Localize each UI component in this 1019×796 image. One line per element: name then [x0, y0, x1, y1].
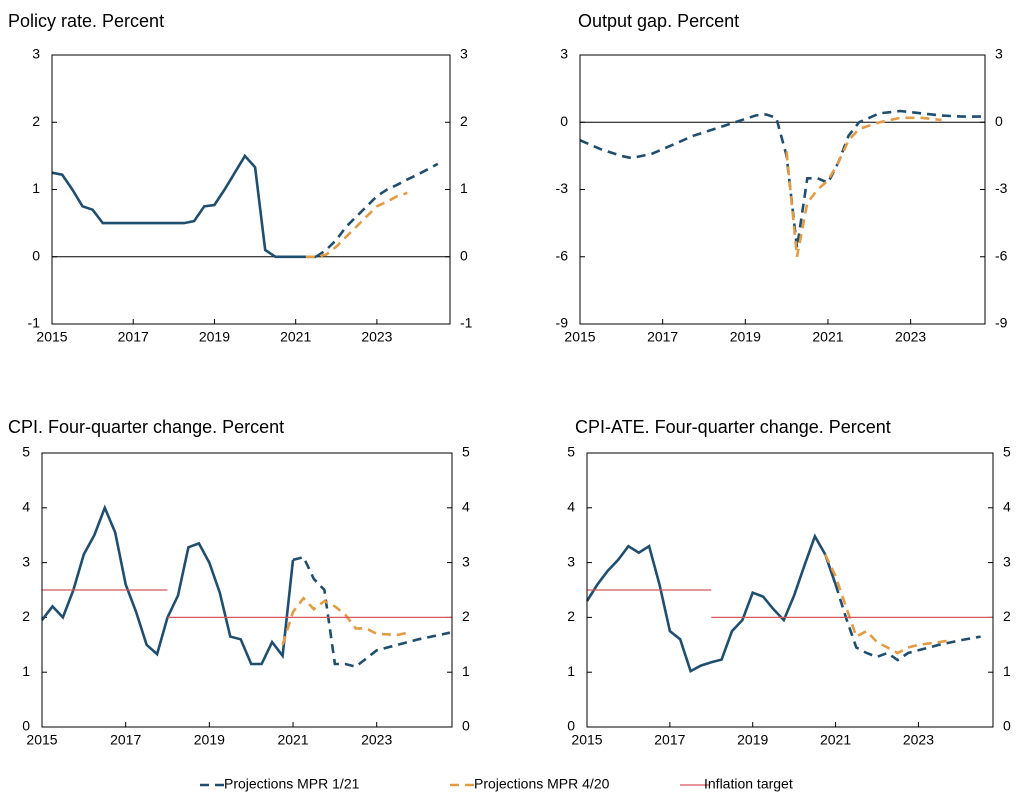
- y-tick-label: 0: [32, 247, 40, 263]
- y2-tick-label: 4: [462, 499, 470, 515]
- y2-tick-label: -9: [995, 315, 1008, 331]
- y2-tick-label: 3: [462, 553, 470, 569]
- x-tick-label: 2019: [199, 329, 230, 345]
- legend-label: Projections MPR 1/21: [224, 776, 360, 792]
- x-tick-label: 2017: [110, 732, 141, 748]
- x-tick-label: 2019: [194, 732, 225, 748]
- y2-tick-label: 0: [460, 247, 468, 263]
- x-tick-label: 2015: [26, 732, 57, 748]
- x-tick-label: 2023: [361, 732, 392, 748]
- x-tick-label: 2015: [571, 732, 602, 748]
- series-line: [281, 596, 409, 646]
- y-tick-label: 1: [32, 180, 40, 196]
- legend-label: Inflation target: [704, 776, 793, 792]
- y2-tick-label: 4: [1003, 499, 1011, 515]
- chart-title: Policy rate. Percent: [8, 11, 164, 31]
- y2-tick-label: -6: [995, 247, 1008, 263]
- y2-tick-label: -1: [460, 315, 473, 331]
- x-tick-label: 2017: [118, 329, 149, 345]
- plot-frame: [579, 54, 986, 325]
- x-tick-label: 2019: [730, 329, 761, 345]
- plot-frame: [41, 452, 453, 728]
- y-tick-label: -6: [556, 247, 569, 263]
- series-line: [292, 555, 451, 669]
- y-tick-label: 0: [560, 113, 568, 129]
- y2-tick-label: 0: [1003, 718, 1011, 734]
- series-line: [40, 504, 295, 666]
- y-tick-label: 2: [567, 608, 575, 624]
- x-tick-label: 2021: [812, 329, 843, 345]
- series-line: [785, 116, 942, 258]
- series-line: [579, 109, 983, 248]
- x-tick-label: 2023: [361, 329, 392, 345]
- x-tick-label: 2017: [654, 732, 685, 748]
- y-tick-label: 4: [22, 499, 30, 515]
- x-tick-label: 2021: [280, 329, 311, 345]
- y-tick-label: 3: [22, 553, 30, 569]
- y-tick-label: 0: [567, 718, 575, 734]
- series-line: [834, 584, 981, 662]
- y-tick-label: 5: [22, 444, 30, 460]
- y2-tick-label: 2: [460, 113, 468, 129]
- y2-tick-label: -3: [995, 180, 1008, 196]
- x-tick-label: 2019: [737, 732, 768, 748]
- y-tick-label: 0: [22, 718, 30, 734]
- series-line: [42, 589, 452, 619]
- x-tick-label: 2021: [820, 732, 851, 748]
- y2-tick-label: 0: [462, 718, 470, 734]
- y-tick-label: -1: [28, 315, 41, 331]
- y2-tick-label: 1: [460, 180, 468, 196]
- chart-title: CPI-ATE. Four-quarter change. Percent: [575, 417, 891, 437]
- y-tick-label: -3: [556, 180, 569, 196]
- y2-tick-label: 2: [462, 608, 470, 624]
- series-line: [585, 533, 837, 673]
- y-tick-label: 2: [22, 608, 30, 624]
- y-tick-label: 4: [567, 499, 575, 515]
- chart-title: CPI. Four-quarter change. Percent: [8, 417, 284, 437]
- plot-frame: [586, 452, 994, 728]
- y2-tick-label: 3: [995, 46, 1003, 62]
- x-tick-label: 2023: [903, 732, 934, 748]
- y2-tick-label: 2: [1003, 608, 1011, 624]
- legend-label: Projections MPR 4/20: [474, 776, 610, 792]
- y-tick-label: 2: [32, 113, 40, 129]
- x-tick-label: 2017: [647, 329, 678, 345]
- x-tick-label: 2021: [277, 732, 308, 748]
- chart-title: Output gap. Percent: [578, 11, 739, 31]
- x-tick-label: 2023: [895, 329, 926, 345]
- series-line: [587, 589, 993, 619]
- plot-frame: [51, 54, 451, 325]
- y-tick-label: 3: [32, 46, 40, 62]
- series-line: [824, 553, 950, 655]
- y2-tick-label: 3: [460, 46, 468, 62]
- y2-tick-label: 1: [462, 663, 470, 679]
- series-line: [315, 162, 439, 258]
- y2-tick-label: 3: [1003, 553, 1011, 569]
- y-tick-label: 5: [567, 444, 575, 460]
- y-tick-label: 3: [567, 553, 575, 569]
- y2-tick-label: 5: [462, 444, 470, 460]
- x-tick-label: 2015: [564, 329, 595, 345]
- y-tick-label: 1: [22, 663, 30, 679]
- y2-tick-label: 1: [1003, 663, 1011, 679]
- series-line: [51, 153, 316, 259]
- y2-tick-label: 5: [1003, 444, 1011, 460]
- series-line: [305, 191, 408, 259]
- y2-tick-label: 0: [995, 113, 1003, 129]
- y-tick-label: -9: [556, 315, 569, 331]
- y-tick-label: 1: [567, 663, 575, 679]
- y-tick-label: 3: [560, 46, 568, 62]
- x-tick-label: 2015: [36, 329, 67, 345]
